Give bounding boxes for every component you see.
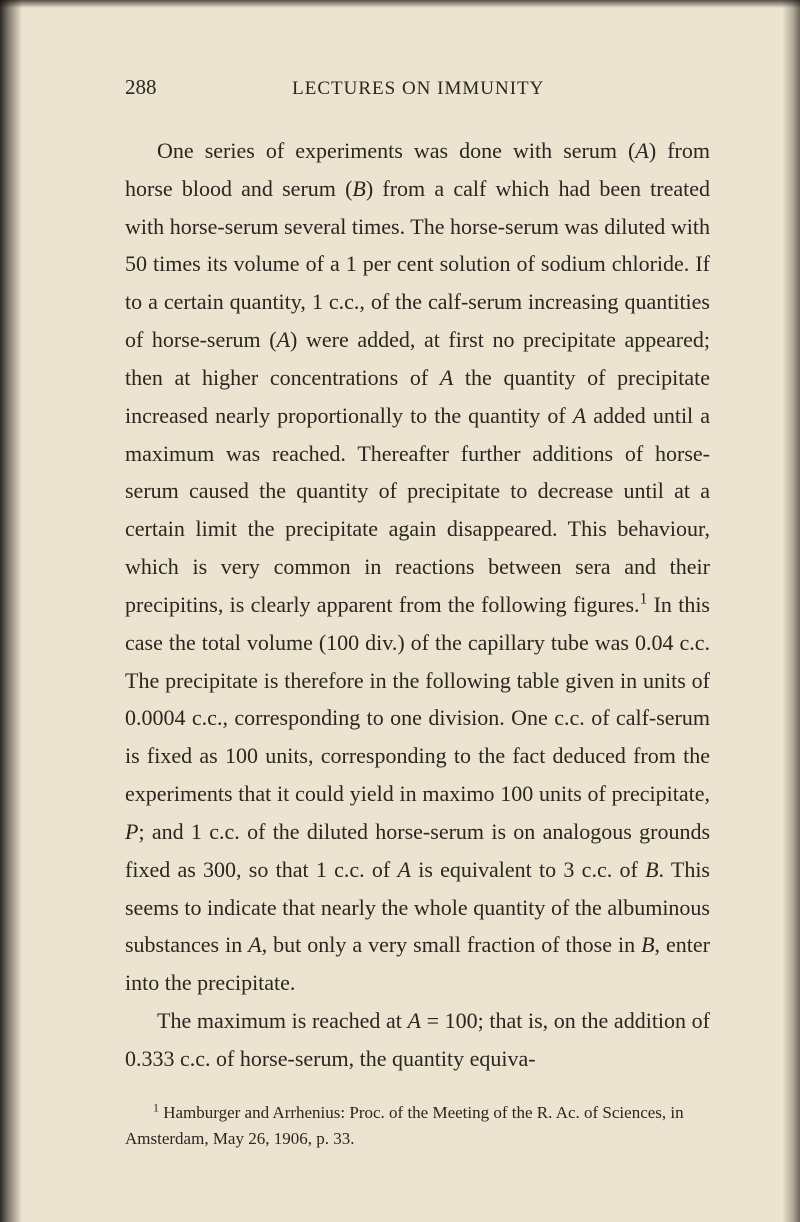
footnote-text: Hamburger and Arrhenius: Proc. of the Me… [125, 1103, 684, 1148]
header-title: LECTURES ON IMMUNITY [292, 78, 544, 100]
page-header: 288 LECTURES ON IMMUNITY [125, 75, 710, 100]
page-edge-left [0, 0, 22, 1222]
p1-var-P1: P [125, 819, 138, 844]
page-edge-top [0, 0, 800, 8]
p1-var-A5: A [398, 857, 411, 882]
p1-text-7: In this case the total volume (100 div.)… [125, 592, 710, 806]
p1-var-A3: A [440, 365, 453, 390]
p1-var-B1: B [352, 176, 365, 201]
footnote: 1 Hamburger and Arrhenius: Proc. of the … [125, 1100, 710, 1153]
paragraph-1: One series of experiments was done with … [125, 132, 710, 1002]
p1-var-A4: A [573, 403, 586, 428]
p1-text-11: , but only a very small fraction of thos… [262, 932, 641, 957]
p1-text-1: One series of experiments was done with … [157, 138, 635, 163]
paragraph-2: The maximum is reached at A = 100; that … [125, 1002, 710, 1078]
p1-var-B2: B [645, 857, 658, 882]
page-container: 288 LECTURES ON IMMUNITY One series of e… [0, 0, 800, 1222]
p1-var-A2: A [277, 327, 290, 352]
p1-var-A6: A [248, 932, 261, 957]
page-edge-right [782, 0, 800, 1222]
p1-text-3: ) from a calf which had been treated wit… [125, 176, 710, 352]
body-text: One series of experiments was done with … [125, 132, 710, 1078]
p1-text-6: added until a maximum was reached. There… [125, 403, 710, 617]
page-number: 288 [125, 75, 157, 100]
p1-text-9: is equivalent to 3 c.c. of [411, 857, 645, 882]
p2-var-A1: A [408, 1008, 421, 1033]
p1-var-A1: A [635, 138, 648, 163]
p2-text-1: The maximum is reached at [157, 1008, 408, 1033]
p1-var-B3: B [641, 932, 654, 957]
